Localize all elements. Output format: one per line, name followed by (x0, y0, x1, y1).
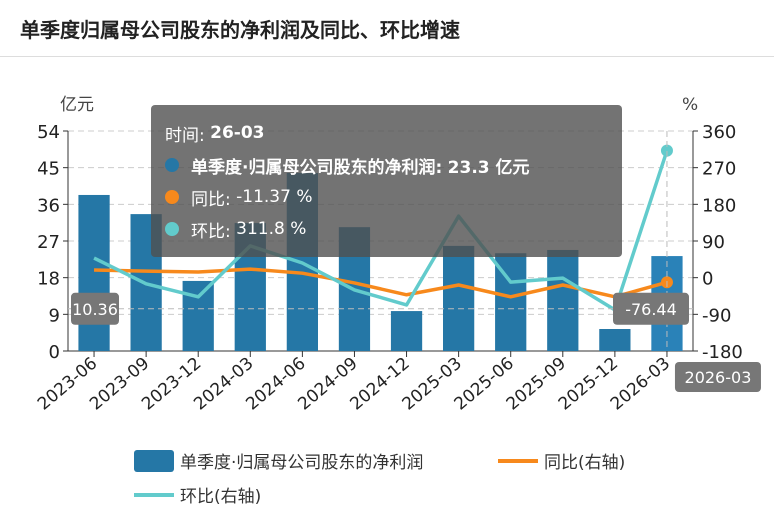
tooltip-time-value: 26-03 (210, 123, 265, 143)
right-tick-label: 270 (702, 159, 736, 180)
bar (599, 329, 631, 351)
left-tick-label: 54 (37, 122, 60, 143)
data-point (660, 144, 673, 157)
right-axis-unit: % (682, 95, 698, 115)
tooltip: 时间: 26-03 单季度·归属母公司股东的净利润: 23.3 亿元 同比: -… (151, 105, 622, 257)
tooltip-value: 311.8 % (236, 219, 307, 239)
right-tick-label: 0 (702, 269, 713, 290)
yoy-line (94, 267, 668, 299)
line-swatch-icon (498, 458, 538, 463)
bar (182, 280, 214, 351)
crosshair-x-value: 2026-03 (685, 368, 752, 387)
series-dot-icon (165, 222, 179, 236)
left-tick-label: 0 (49, 342, 60, 363)
tooltip-label: 单季度·归属母公司股东的净利润: (191, 157, 443, 178)
qoq-line (93, 150, 669, 312)
right-tick-label: 90 (702, 232, 725, 253)
right-tick-label: 360 (702, 122, 736, 143)
right-tick-label: -180 (702, 342, 743, 363)
left-tick-label: 27 (37, 232, 60, 253)
line-swatch-icon (134, 492, 174, 497)
crosshair-right-value: -76.44 (625, 300, 677, 319)
tooltip-value: 23.3 亿元 (447, 157, 530, 178)
legend-label: 环比(右轴) (180, 487, 262, 507)
crosshair-x-badge (674, 362, 761, 392)
left-tick-label: 45 (37, 159, 60, 180)
tooltip-time-label: 时间: (165, 125, 205, 146)
left-tick-label: 36 (37, 195, 60, 216)
series-dot-icon (165, 158, 179, 172)
legend-label: 单季度·归属母公司股东的净利润 (180, 453, 424, 473)
legend-item-yoy[interactable]: 同比(右轴) (498, 448, 625, 473)
legend-item-qoq[interactable]: 环比(右轴) (134, 482, 261, 507)
tooltip-row: 单季度·归属母公司股东的净利润: 23.3 亿元 (165, 149, 608, 181)
bar (390, 311, 423, 351)
tooltip-label: 同比: (191, 189, 231, 210)
legend-item-profit[interactable]: 单季度·归属母公司股东的净利润 (134, 448, 423, 473)
tooltip-row: 同比: -11.37 % (165, 181, 608, 213)
tooltip-row: 环比: 311.8 % (165, 213, 608, 245)
legend-label: 同比(右轴) (544, 453, 626, 473)
bar-swatch-icon (134, 449, 174, 472)
title-bar: 单季度归属母公司股东的净利润及同比、环比增速 (0, 0, 774, 57)
left-tick-label: 9 (49, 305, 60, 326)
crosshair-left-badge (71, 292, 119, 325)
bar (78, 194, 110, 351)
crosshair-left-value: 10.36 (72, 300, 118, 319)
right-tick-label: 180 (702, 195, 736, 216)
crosshair-right-badge (613, 292, 689, 325)
tooltip-label: 环比: (191, 221, 231, 242)
x-tick-label: 2026-03 (607, 354, 674, 415)
series-dot-icon (165, 190, 179, 204)
chart-title: 单季度归属母公司股东的净利润及同比、环比增速 (20, 17, 460, 42)
tooltip-value: -11.37 % (236, 187, 313, 207)
tooltip-time: 时间: 26-03 (165, 117, 608, 149)
bar (547, 249, 579, 351)
left-tick-label: 18 (37, 269, 60, 290)
bar (443, 245, 475, 351)
left-axis-unit: 亿元 (60, 95, 94, 115)
right-tick-label: -90 (702, 305, 731, 326)
